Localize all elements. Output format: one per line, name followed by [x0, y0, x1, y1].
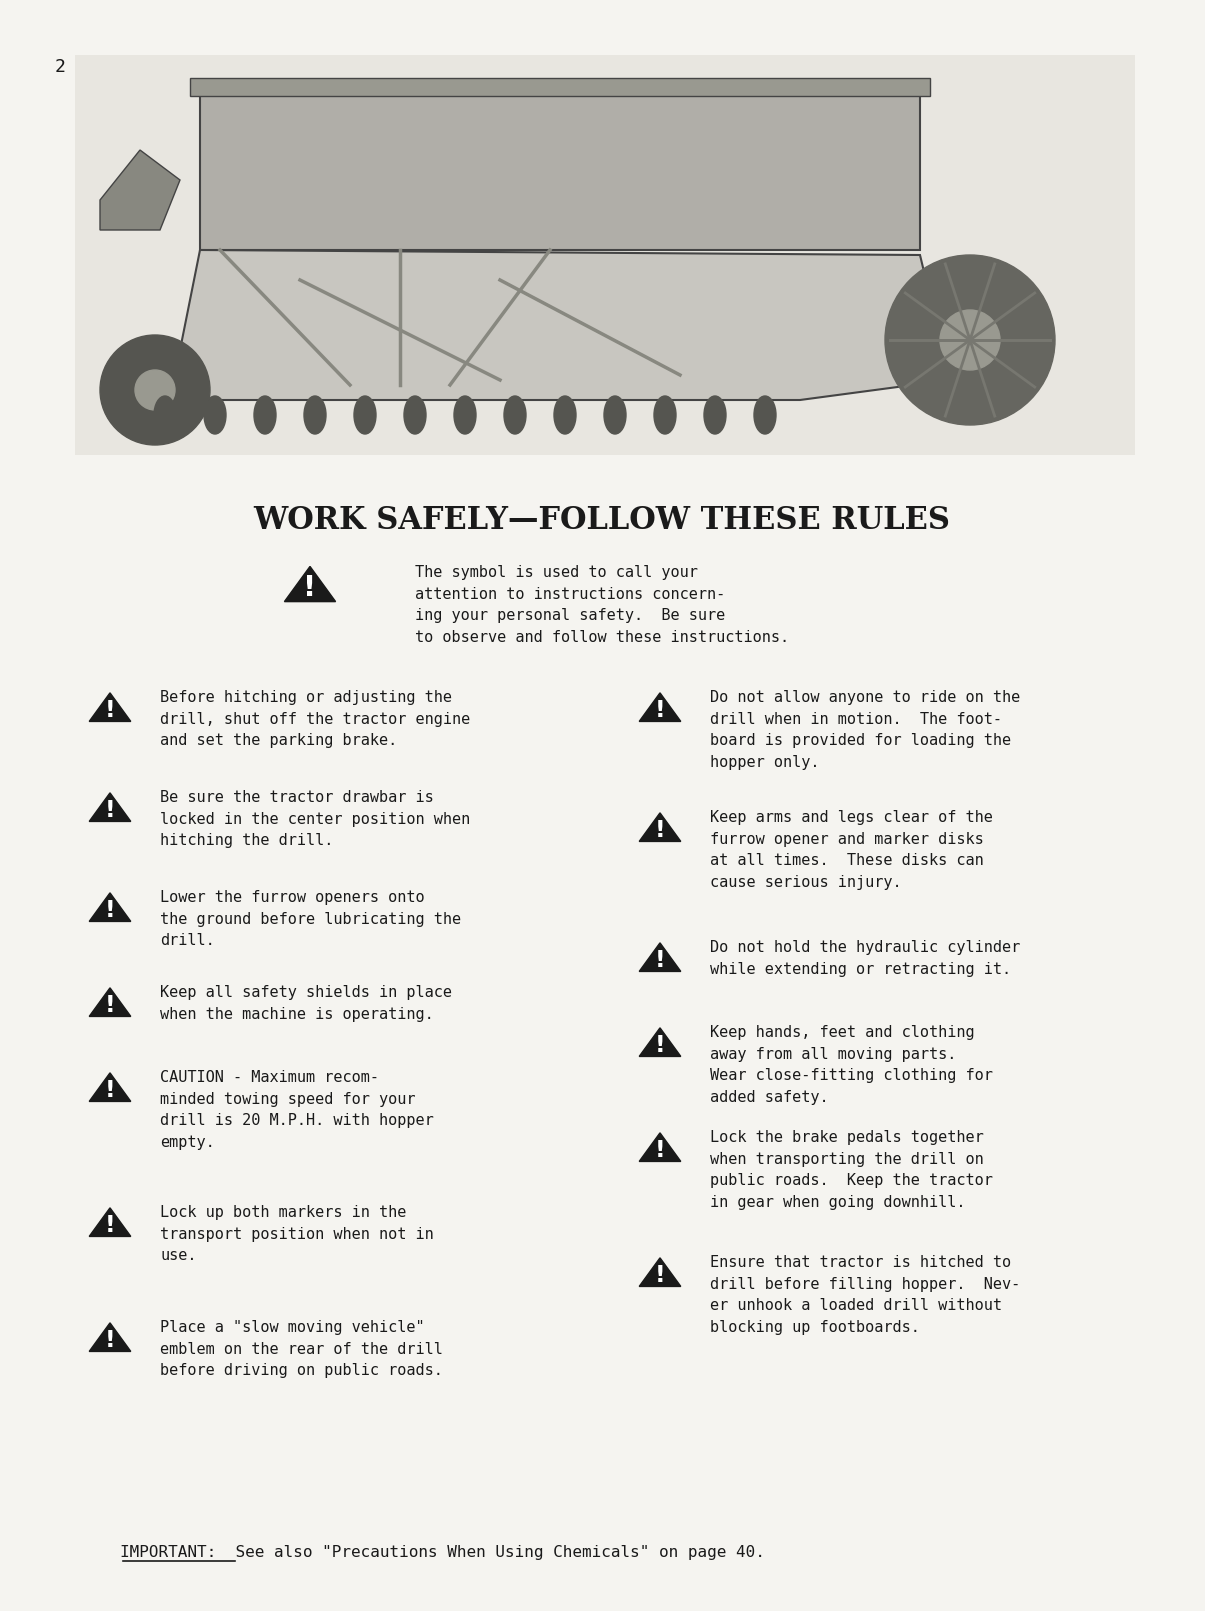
- Text: !: !: [654, 1265, 665, 1287]
- FancyBboxPatch shape: [190, 77, 930, 97]
- Polygon shape: [89, 1323, 131, 1352]
- Text: IMPORTANT:  See also "Precautions When Using Chemicals" on page 40.: IMPORTANT: See also "Precautions When Us…: [120, 1545, 765, 1559]
- Text: Be sure the tractor drawbar is
locked in the center position when
hitching the d: Be sure the tractor drawbar is locked in…: [160, 789, 470, 849]
- Ellipse shape: [154, 396, 176, 433]
- Text: Keep arms and legs clear of the
furrow opener and marker disks
at all times.  Th: Keep arms and legs clear of the furrow o…: [710, 810, 993, 889]
- Circle shape: [940, 309, 1000, 371]
- Text: 2: 2: [55, 58, 66, 76]
- Polygon shape: [89, 1208, 131, 1236]
- FancyBboxPatch shape: [75, 55, 1135, 454]
- Text: Lock the brake pedals together
when transporting the drill on
public roads.  Kee: Lock the brake pedals together when tran…: [710, 1129, 993, 1210]
- Text: !: !: [654, 699, 665, 722]
- Polygon shape: [149, 250, 950, 400]
- Text: Lock up both markers in the
transport position when not in
use.: Lock up both markers in the transport po…: [160, 1205, 434, 1263]
- Polygon shape: [639, 942, 681, 971]
- Text: !: !: [304, 574, 317, 603]
- Circle shape: [100, 335, 210, 445]
- Text: !: !: [105, 699, 116, 722]
- Text: !: !: [105, 1215, 116, 1237]
- Polygon shape: [89, 693, 131, 722]
- Polygon shape: [89, 892, 131, 921]
- Polygon shape: [639, 1028, 681, 1057]
- Text: Lower the furrow openers onto
the ground before lubricating the
drill.: Lower the furrow openers onto the ground…: [160, 889, 462, 949]
- Ellipse shape: [354, 396, 376, 433]
- Text: !: !: [105, 1329, 116, 1352]
- Polygon shape: [639, 814, 681, 841]
- Ellipse shape: [604, 396, 627, 433]
- Text: CAUTION - Maximum recom-
minded towing speed for your
drill is 20 M.P.H. with ho: CAUTION - Maximum recom- minded towing s…: [160, 1070, 434, 1150]
- Text: Keep all safety shields in place
when the machine is operating.: Keep all safety shields in place when th…: [160, 984, 452, 1021]
- Text: !: !: [654, 949, 665, 971]
- Text: The symbol is used to call your
attention to instructions concern-
ing your pers: The symbol is used to call your attentio…: [415, 565, 789, 644]
- Polygon shape: [89, 793, 131, 822]
- Ellipse shape: [754, 396, 776, 433]
- Circle shape: [884, 255, 1056, 425]
- Polygon shape: [639, 693, 681, 722]
- Polygon shape: [284, 567, 336, 601]
- Polygon shape: [639, 1258, 681, 1287]
- Ellipse shape: [254, 396, 276, 433]
- Ellipse shape: [654, 396, 676, 433]
- Text: !: !: [105, 994, 116, 1017]
- Polygon shape: [89, 988, 131, 1017]
- Text: Ensure that tractor is hitched to
drill before filling hopper.  Nev-
er unhook a: Ensure that tractor is hitched to drill …: [710, 1255, 1021, 1336]
- Ellipse shape: [404, 396, 427, 433]
- Polygon shape: [89, 1073, 131, 1102]
- Text: Keep hands, feet and clothing
away from all moving parts.
Wear close-fitting clo: Keep hands, feet and clothing away from …: [710, 1025, 993, 1105]
- FancyBboxPatch shape: [200, 90, 919, 250]
- Text: Before hitching or adjusting the
drill, shut off the tractor engine
and set the : Before hitching or adjusting the drill, …: [160, 690, 470, 748]
- Text: Place a "slow moving vehicle"
emblem on the rear of the drill
before driving on : Place a "slow moving vehicle" emblem on …: [160, 1319, 443, 1377]
- Text: Do not hold the hydraulic cylinder
while extending or retracting it.: Do not hold the hydraulic cylinder while…: [710, 939, 1021, 976]
- Ellipse shape: [304, 396, 327, 433]
- Ellipse shape: [204, 396, 227, 433]
- Ellipse shape: [504, 396, 527, 433]
- Text: WORK SAFELY—FOLLOW THESE RULES: WORK SAFELY—FOLLOW THESE RULES: [253, 504, 951, 536]
- Circle shape: [135, 371, 175, 411]
- Text: !: !: [654, 1139, 665, 1162]
- Text: !: !: [654, 818, 665, 843]
- Polygon shape: [100, 150, 180, 230]
- Text: Do not allow anyone to ride on the
drill when in motion.  The foot-
board is pro: Do not allow anyone to ride on the drill…: [710, 690, 1021, 770]
- Text: !: !: [105, 799, 116, 822]
- Text: !: !: [105, 1079, 116, 1102]
- Text: !: !: [654, 1034, 665, 1057]
- Ellipse shape: [454, 396, 476, 433]
- Text: !: !: [105, 899, 116, 921]
- Ellipse shape: [554, 396, 576, 433]
- Polygon shape: [639, 1133, 681, 1162]
- Ellipse shape: [704, 396, 725, 433]
